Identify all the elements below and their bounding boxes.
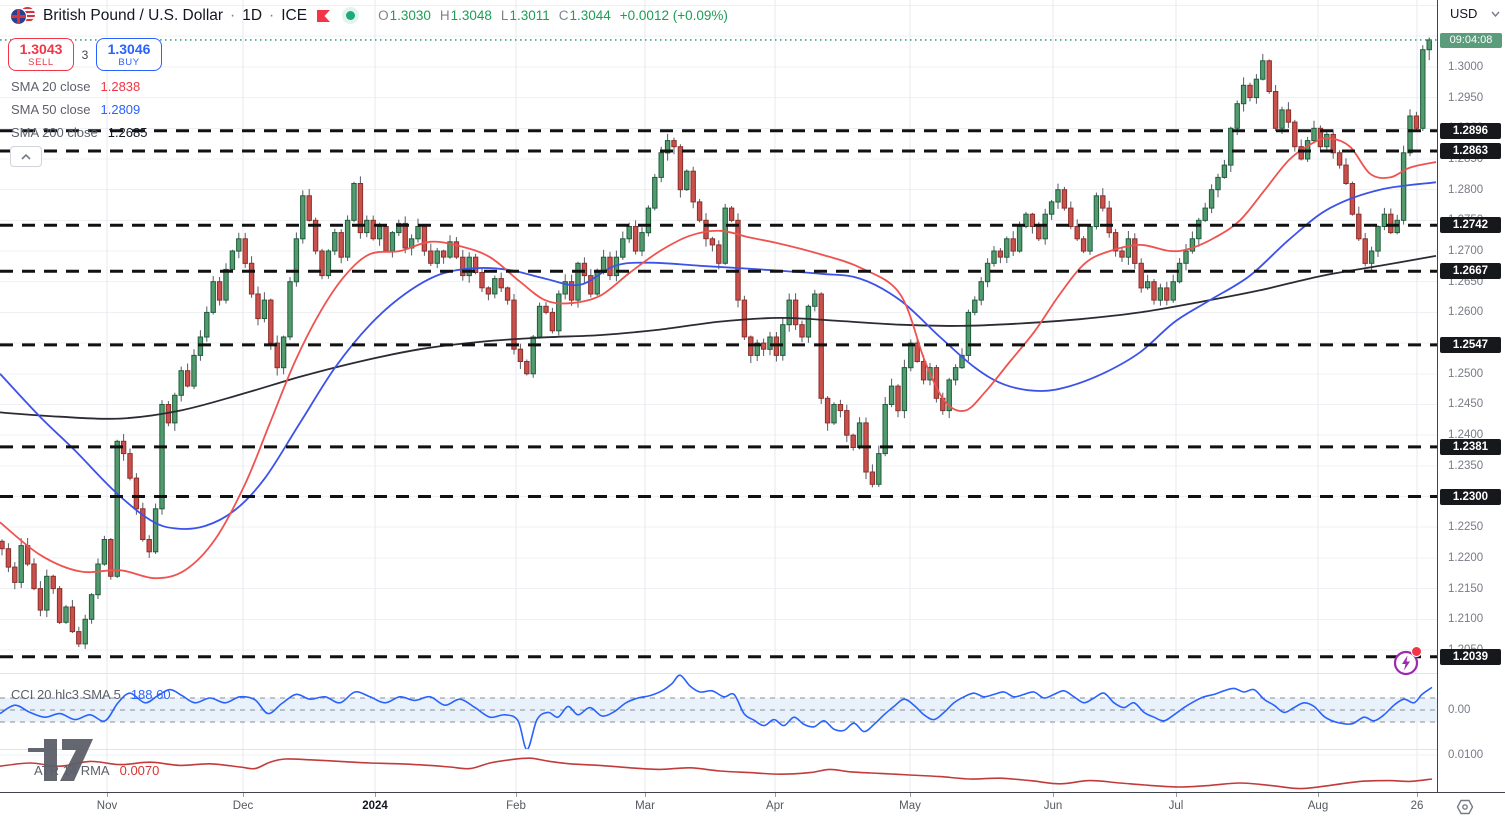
time-axis-label: Feb bbox=[506, 800, 526, 812]
sma20-line bbox=[0, 136, 1437, 580]
time-axis-tick bbox=[375, 793, 376, 797]
time-axis-label: Jun bbox=[1043, 800, 1063, 812]
time-axis-tick bbox=[645, 793, 646, 797]
symbol-title[interactable]: British Pound / U.S. Dollar bbox=[43, 6, 224, 24]
time-axis-label: Nov bbox=[96, 800, 118, 812]
collapse-legend-button[interactable] bbox=[10, 146, 42, 167]
sma20-legend[interactable]: SMA 20 close 1.2838 bbox=[11, 79, 141, 94]
time-axis[interactable]: Nov Dec 2024 Feb Mar Apr May Jun Jul Aug 26 bbox=[0, 792, 1505, 820]
price-axis-label: 1.2400 bbox=[1448, 429, 1484, 442]
time-axis-label: Aug bbox=[1307, 800, 1329, 812]
price-level-badge: 1.2547 bbox=[1440, 336, 1501, 353]
interval-label[interactable]: 1D bbox=[242, 6, 263, 24]
sell-button[interactable]: 1.3043 SELL bbox=[8, 38, 74, 71]
price-level-badge: 1.2039 bbox=[1440, 648, 1501, 665]
cci-panel bbox=[0, 674, 1437, 749]
flag-icon[interactable] bbox=[316, 9, 331, 23]
open-value: 1.3030 bbox=[389, 8, 431, 23]
sma50-value: 1.2809 bbox=[100, 102, 141, 117]
currency-dropdown[interactable]: USD bbox=[1446, 4, 1504, 23]
separator: · bbox=[230, 6, 236, 24]
time-axis-tick bbox=[1417, 793, 1418, 797]
price-chart-canvas[interactable] bbox=[0, 0, 1437, 792]
price-axis-label: 1.2950 bbox=[1448, 91, 1484, 104]
time-axis-label: May bbox=[899, 800, 921, 812]
bar-countdown-badge: 09:04:08 bbox=[1440, 33, 1502, 48]
time-axis-tick bbox=[910, 793, 911, 797]
price-axis-label: 1.2250 bbox=[1448, 521, 1484, 534]
atr-line bbox=[0, 757, 1433, 790]
key-level-lines[interactable] bbox=[0, 129, 1437, 659]
price-level-badge: 1.2667 bbox=[1440, 263, 1501, 280]
sma200-value: 1.2685 bbox=[107, 125, 148, 140]
sma20-value: 1.2838 bbox=[100, 79, 141, 94]
time-axis-tick bbox=[243, 793, 244, 797]
cci-legend[interactable]: CCI 20 hlc3 SMA 5 188.60 bbox=[11, 687, 171, 702]
low-value: 1.3011 bbox=[509, 8, 550, 23]
indicator-axis-label: 0.00 bbox=[1448, 704, 1471, 716]
alerts-lightning-icon[interactable] bbox=[1391, 646, 1422, 678]
time-axis-tick bbox=[1318, 793, 1319, 797]
sma200-line bbox=[0, 255, 1437, 420]
spread-value: 3 bbox=[81, 47, 89, 62]
ohlc-readout: O1.3030 H1.3048 L1.3011 C1.3044 +0.0012 … bbox=[378, 8, 728, 23]
chevron-down-icon bbox=[1491, 11, 1500, 17]
time-axis-label: 26 bbox=[1410, 800, 1424, 812]
cci-line bbox=[0, 674, 1433, 749]
price-level-badge: 1.2742 bbox=[1440, 217, 1501, 234]
sma50-line bbox=[0, 181, 1437, 530]
separator: · bbox=[269, 6, 275, 24]
change-value: +0.0012 (+0.09%) bbox=[619, 8, 728, 23]
time-axis-tick bbox=[775, 793, 776, 797]
price-axis[interactable]: USD 09:04:08 1.30001.29501.29001.28501.2… bbox=[1437, 0, 1505, 792]
gridlines bbox=[0, 0, 1437, 792]
market-status-icon[interactable] bbox=[346, 11, 356, 20]
sma200-legend[interactable]: SMA 200 close 1.2685 bbox=[11, 125, 148, 140]
price-axis-label: 1.2150 bbox=[1448, 582, 1484, 595]
currency-pair-icon bbox=[10, 6, 36, 25]
indicator-axis-label: 0.0100 bbox=[1448, 749, 1484, 761]
exchange-label[interactable]: ICE bbox=[281, 6, 308, 24]
buy-button[interactable]: 1.3046 BUY bbox=[96, 38, 162, 71]
time-axis-label: Mar bbox=[635, 800, 655, 812]
price-axis-label: 1.2600 bbox=[1448, 306, 1484, 319]
atr-legend[interactable]: ATR 14 RMA 0.0070 bbox=[34, 763, 160, 778]
price-axis-label: 1.2450 bbox=[1448, 398, 1484, 411]
tradingview-logo-watermark bbox=[26, 734, 96, 791]
price-level-badge: 1.2863 bbox=[1440, 142, 1501, 159]
atr-value: 0.0070 bbox=[119, 763, 160, 778]
price-axis-label: 1.2100 bbox=[1448, 613, 1484, 626]
price-axis-label: 1.2700 bbox=[1448, 245, 1484, 258]
price-axis-label: 1.2500 bbox=[1448, 367, 1484, 380]
price-level-badge: 1.2896 bbox=[1440, 122, 1501, 139]
time-axis-tick bbox=[107, 793, 108, 797]
axis-settings-icon[interactable] bbox=[1456, 798, 1474, 820]
sma50-legend[interactable]: SMA 50 close 1.2809 bbox=[11, 102, 141, 117]
time-axis-label: 2024 bbox=[362, 800, 388, 812]
order-panel: 1.3043 SELL 3 1.3046 BUY bbox=[8, 38, 162, 71]
time-axis-tick bbox=[1176, 793, 1177, 797]
price-axis-label: 1.3000 bbox=[1448, 60, 1484, 73]
price-level-badge: 1.2300 bbox=[1440, 488, 1501, 505]
high-value: 1.3048 bbox=[450, 8, 492, 23]
chevron-up-icon bbox=[21, 153, 31, 160]
price-level-badge: 1.2381 bbox=[1440, 438, 1501, 455]
cci-value: 188.60 bbox=[130, 687, 171, 702]
close-value: 1.3044 bbox=[569, 8, 611, 23]
time-axis-label: Dec bbox=[232, 800, 254, 812]
notification-dot bbox=[1411, 646, 1422, 657]
price-axis-label: 1.2800 bbox=[1448, 183, 1484, 196]
price-axis-label: 1.2350 bbox=[1448, 459, 1484, 472]
time-axis-label: Apr bbox=[766, 800, 784, 812]
time-axis-tick bbox=[516, 793, 517, 797]
time-axis-label: Jul bbox=[1168, 800, 1184, 812]
time-axis-tick bbox=[1053, 793, 1054, 797]
symbol-header: British Pound / U.S. Dollar · 1D · ICE O… bbox=[10, 6, 728, 25]
price-axis-label: 1.2200 bbox=[1448, 551, 1484, 564]
